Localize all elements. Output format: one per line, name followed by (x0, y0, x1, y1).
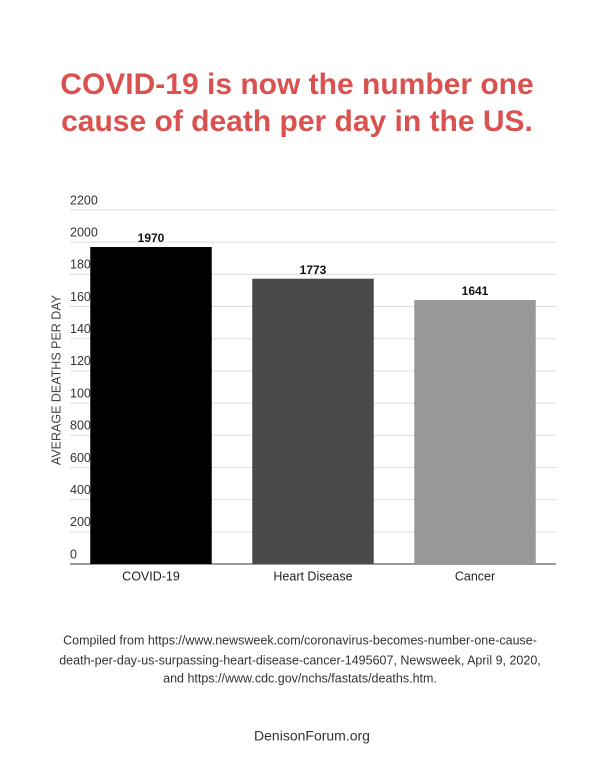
footer: DenisonForum.org (254, 728, 370, 744)
source-note: and https://www.cdc.gov/nchs/fastats/dea… (163, 671, 437, 685)
x-tick-label: Cancer (455, 569, 495, 583)
data-label: 1970 (138, 231, 165, 245)
y-tick-label: 200 (70, 515, 91, 529)
y-tick-label: 2000 (70, 225, 98, 239)
data-label: 1773 (300, 263, 327, 277)
bar (90, 247, 212, 564)
bar (252, 278, 374, 564)
bar (414, 299, 536, 564)
chart-title: cause of death per day in the US. (61, 105, 533, 138)
x-tick-label: Heart Disease (273, 569, 352, 583)
data-label: 1641 (462, 284, 489, 298)
y-tick-label: 800 (70, 419, 91, 433)
y-tick-label: 400 (70, 483, 91, 497)
y-tick-label: 0 (70, 547, 77, 561)
y-tick-label: 2200 (70, 193, 98, 207)
y-tick-label: 600 (70, 451, 91, 465)
source-note: death-per-day-us-surpassing-heart-diseas… (59, 653, 541, 667)
chart-title: COVID-19 is now the number one (60, 68, 533, 101)
y-axis-title: AVERAGE DEATHS PER DAY (49, 294, 63, 465)
x-tick-label: COVID-19 (122, 569, 180, 583)
source-note: Compiled from https://www.newsweek.com/c… (63, 633, 537, 647)
